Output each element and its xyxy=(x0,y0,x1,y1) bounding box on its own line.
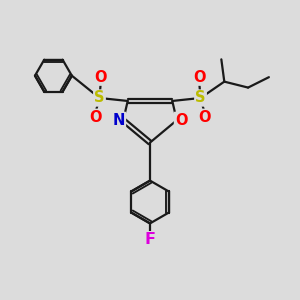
Text: O: O xyxy=(193,70,205,85)
Text: O: O xyxy=(95,70,107,85)
Text: O: O xyxy=(89,110,101,125)
Text: S: S xyxy=(195,91,206,106)
Text: O: O xyxy=(175,113,188,128)
Text: F: F xyxy=(145,232,155,247)
Text: O: O xyxy=(199,110,211,125)
Text: N: N xyxy=(112,113,125,128)
Text: S: S xyxy=(94,91,105,106)
